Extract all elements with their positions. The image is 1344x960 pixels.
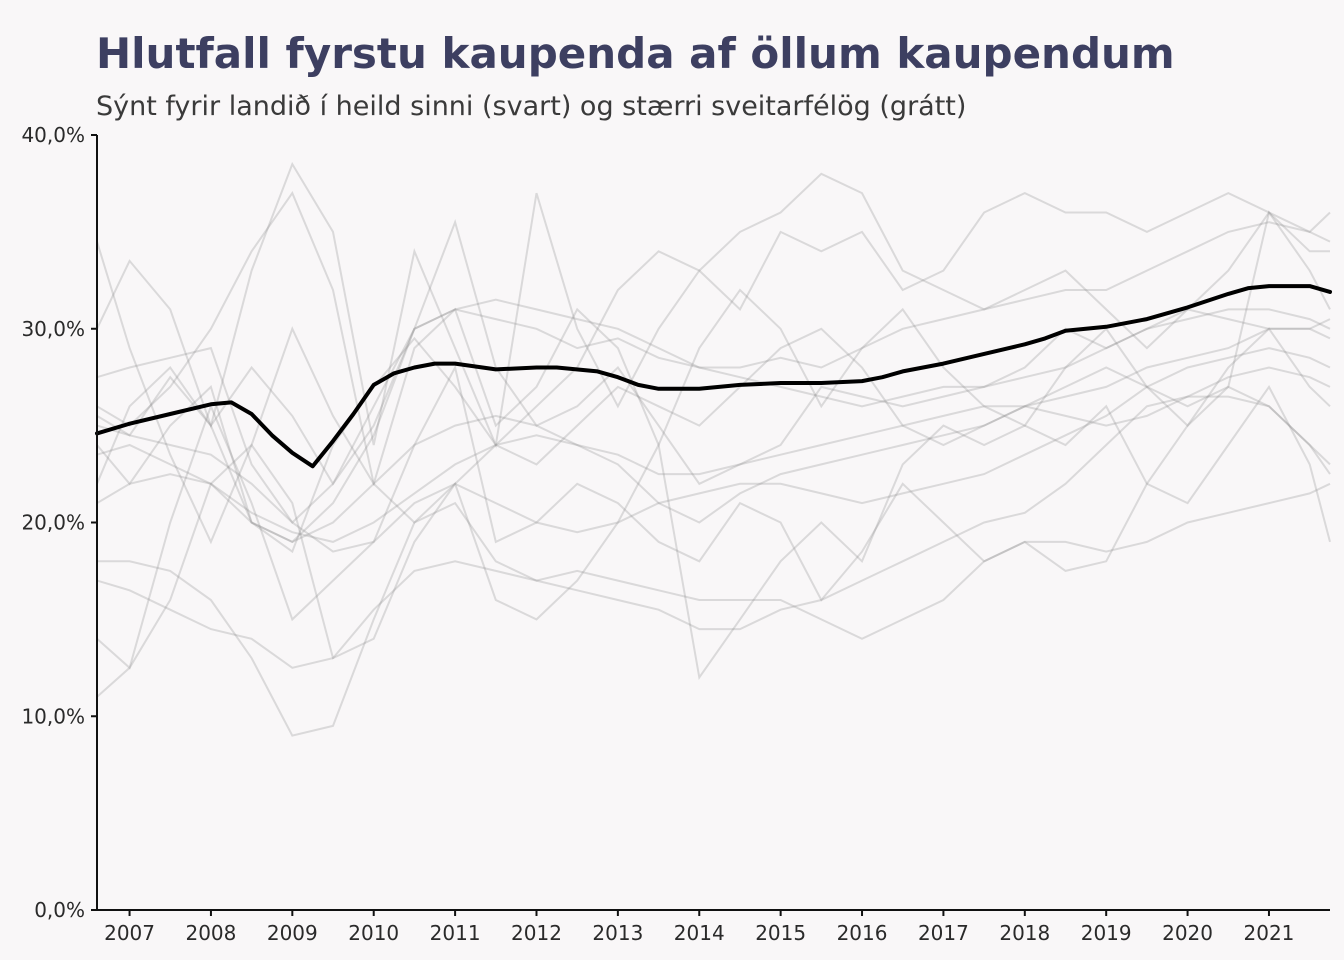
highlight-series-line bbox=[95, 284, 1332, 469]
x-tick-label: 2010 bbox=[348, 921, 399, 945]
background-series-line-3 bbox=[96, 191, 1330, 524]
x-tick-label: 2018 bbox=[999, 921, 1050, 945]
background-series-line-8 bbox=[96, 366, 1331, 543]
x-tick-label: 2013 bbox=[592, 921, 643, 945]
y-tick-label: 0,0% bbox=[34, 898, 85, 922]
x-tick-label: 2007 bbox=[104, 921, 155, 945]
background-series-line-5 bbox=[96, 298, 1331, 525]
background-series-line-4 bbox=[96, 221, 1331, 544]
background-series-group bbox=[96, 161, 1331, 737]
background-series-line-7 bbox=[96, 327, 1331, 544]
y-tick-label: 20,0% bbox=[21, 511, 85, 535]
background-series-line-1 bbox=[96, 241, 1331, 545]
background-series-line-6 bbox=[96, 327, 1331, 554]
x-tick-label: 2015 bbox=[755, 921, 806, 945]
background-series-line-13 bbox=[96, 219, 1331, 486]
y-tick-label: 30,0% bbox=[21, 317, 85, 341]
background-series-line-14 bbox=[96, 347, 1331, 553]
x-tick-label: 2017 bbox=[918, 921, 969, 945]
y-tick-label: 10,0% bbox=[21, 704, 85, 728]
highlight-series-group bbox=[95, 284, 1332, 469]
background-series-line-12 bbox=[96, 395, 1331, 669]
y-tick-label: 40,0% bbox=[21, 123, 85, 147]
x-tick-label: 2019 bbox=[1081, 921, 1132, 945]
x-tick-label: 2011 bbox=[430, 921, 481, 945]
background-series-line-10 bbox=[96, 384, 1331, 698]
axes: 0,0% 10,0% 20,0% 30,0% 40,0% 2007 2008 2009 2010… bbox=[21, 123, 1330, 945]
x-tick-label: 2020 bbox=[1162, 921, 1213, 945]
chart-title: Hlutfall fyrstu kaupenda af öllum kaupen… bbox=[96, 29, 1175, 78]
x-tick-label: 2008 bbox=[185, 921, 236, 945]
chart-subtitle: Sýnt fyrir landið í heild sinni (svart) … bbox=[96, 91, 966, 122]
x-tick-label: 2016 bbox=[837, 921, 888, 945]
background-series-line-2 bbox=[96, 161, 1331, 449]
x-tick-label: 2009 bbox=[267, 921, 318, 945]
background-series-line-11 bbox=[96, 210, 1331, 670]
x-tick-label: 2014 bbox=[674, 921, 725, 945]
x-tick-label: 2012 bbox=[511, 921, 562, 945]
x-tick-label: 2021 bbox=[1244, 921, 1295, 945]
background-series-line-9 bbox=[97, 482, 1331, 737]
